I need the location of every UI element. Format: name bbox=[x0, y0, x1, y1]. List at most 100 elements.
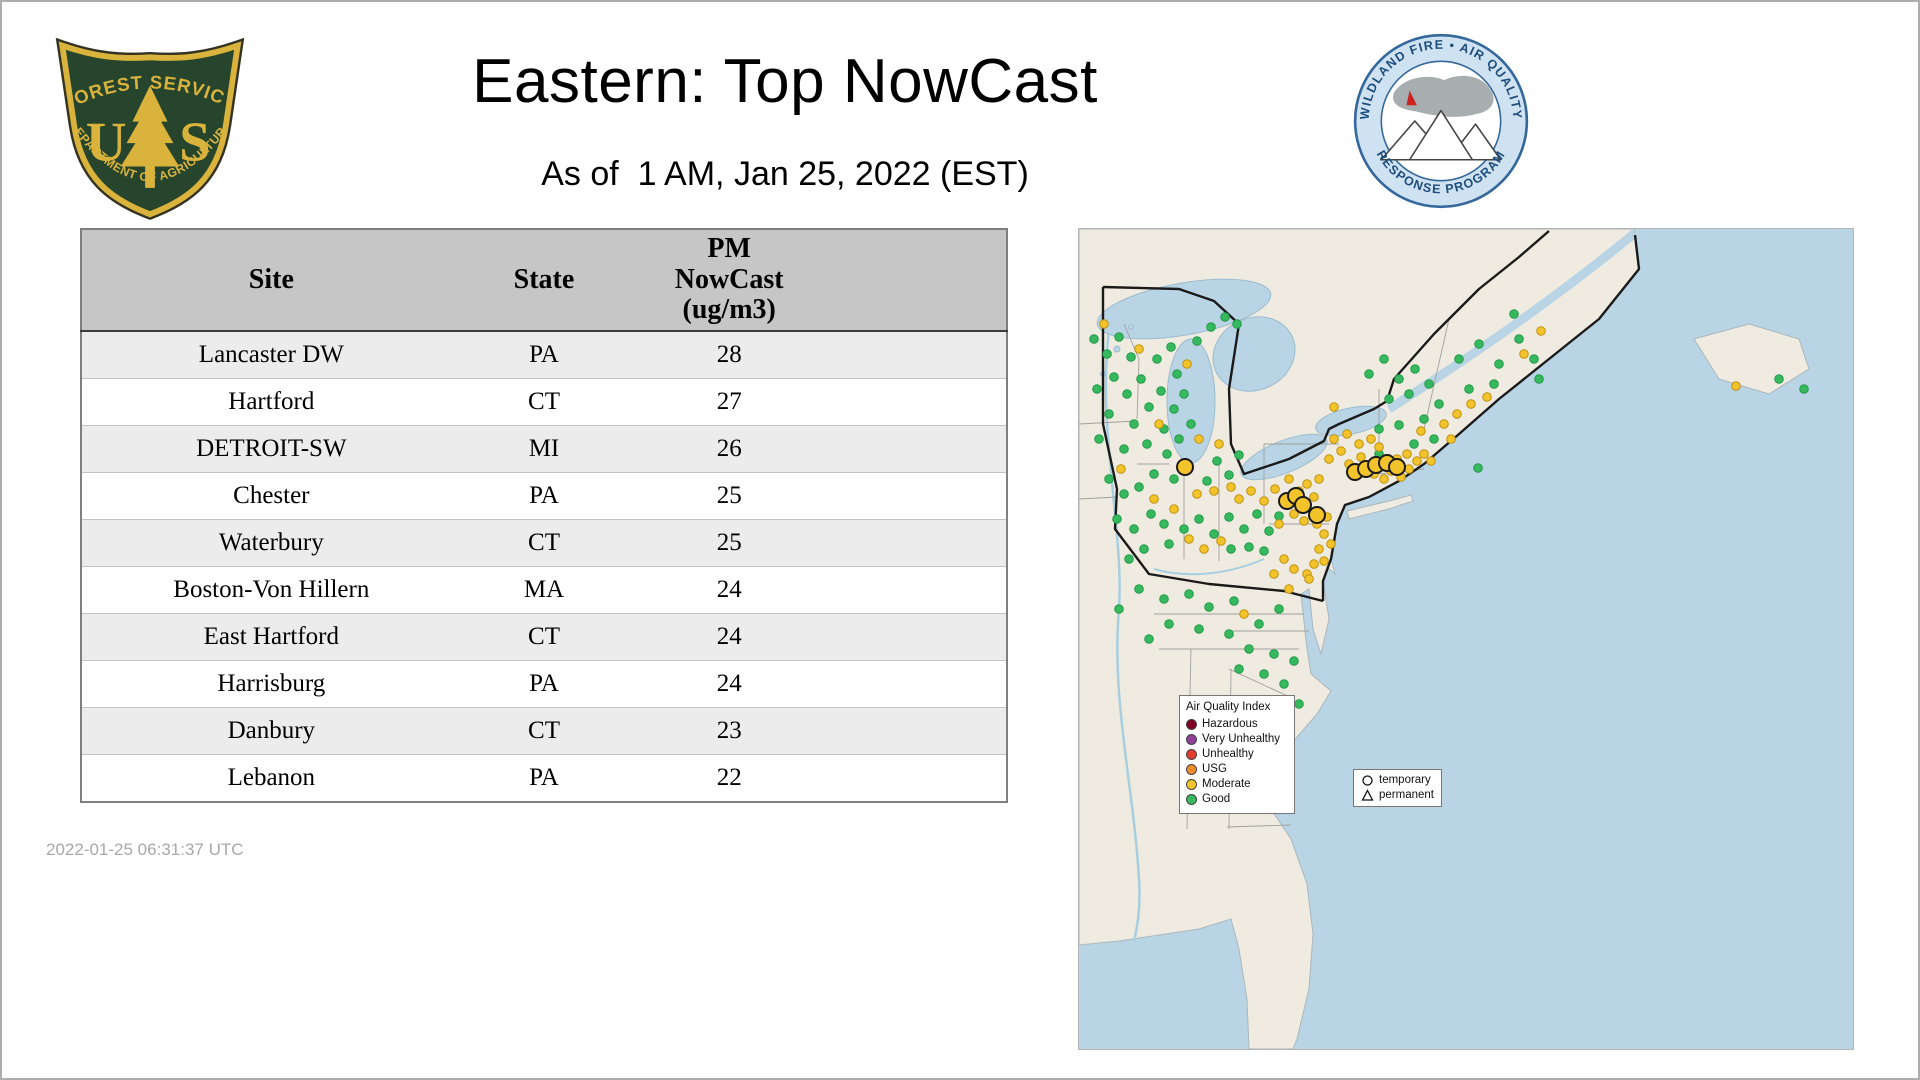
good-monitor-dot bbox=[1259, 546, 1269, 556]
good-monitor-dot bbox=[1224, 470, 1234, 480]
table-row: Waterbury CT 25 bbox=[81, 519, 1007, 567]
good-monitor-dot bbox=[1174, 434, 1184, 444]
moderate-monitor-dot bbox=[1519, 349, 1529, 359]
moderate-monitor-dot bbox=[1402, 449, 1412, 459]
site-cell: East Hartford bbox=[81, 613, 461, 661]
state-cell: PA bbox=[460, 754, 628, 802]
good-monitor-dot bbox=[1162, 449, 1172, 459]
moderate-monitor-dot bbox=[1416, 426, 1426, 436]
column-header-pm-nowcast: PM NowCast (ug/m3) bbox=[627, 229, 832, 332]
good-monitor-dot bbox=[1202, 476, 1212, 486]
good-monitor-dot bbox=[1089, 334, 1099, 344]
pm-cell: 24 bbox=[627, 660, 832, 708]
good-monitor-dot bbox=[1186, 419, 1196, 429]
good-monitor-dot bbox=[1144, 402, 1154, 412]
moderate-monitor-dot bbox=[1099, 319, 1109, 329]
usfs-shield-icon: FOREST SERVICE U S DEPARTMENT OF AGRICUL… bbox=[46, 15, 245, 220]
moderate-monitor-dot bbox=[1314, 544, 1324, 554]
legend-color-dot bbox=[1186, 779, 1197, 790]
good-monitor-dot bbox=[1179, 389, 1189, 399]
moderate-monitor-dot bbox=[1269, 569, 1279, 579]
good-monitor-dot bbox=[1264, 526, 1274, 536]
legend-item-unhealthy: Unhealthy bbox=[1186, 747, 1288, 762]
empty-cell bbox=[831, 566, 1007, 614]
good-monitor-dot bbox=[1209, 529, 1219, 539]
moderate-monitor-dot bbox=[1284, 474, 1294, 484]
moderate-monitor-dot bbox=[1366, 434, 1376, 444]
moderate-monitor-dot bbox=[1379, 474, 1389, 484]
good-monitor-dot bbox=[1252, 509, 1262, 519]
good-monitor-dot bbox=[1104, 409, 1114, 419]
generation-timestamp: 2022-01-25 06:31:37 UTC bbox=[46, 840, 244, 859]
good-monitor-dot bbox=[1234, 450, 1244, 460]
good-monitor-dot bbox=[1129, 419, 1139, 429]
moderate-monitor-dot bbox=[1356, 452, 1366, 462]
good-monitor-dot bbox=[1384, 394, 1394, 404]
lake-ontario bbox=[1315, 405, 1387, 437]
table-row: Lancaster DW PA 28 bbox=[81, 330, 1007, 379]
good-monitor-dot bbox=[1394, 420, 1404, 430]
moderate-monitor-dot bbox=[1289, 564, 1299, 574]
temporary-label: temporary bbox=[1379, 774, 1431, 786]
pm-cell: 25 bbox=[627, 519, 832, 567]
temporary-circle-icon bbox=[1362, 775, 1373, 786]
temporary-monitor-circle bbox=[1176, 458, 1194, 476]
table-row: DETROIT-SW MI 26 bbox=[81, 425, 1007, 473]
site-cell: Hartford bbox=[81, 378, 461, 426]
moderate-monitor-dot bbox=[1404, 464, 1414, 474]
good-monitor-dot bbox=[1419, 414, 1429, 424]
nowcast-table: Site State PM NowCast (ug/m3) Lancaster … bbox=[80, 228, 1008, 803]
good-monitor-dot bbox=[1379, 354, 1389, 364]
site-cell: Danbury bbox=[81, 707, 461, 755]
temporary-monitor-circle bbox=[1294, 496, 1312, 514]
moderate-monitor-dot bbox=[1319, 556, 1329, 566]
good-monitor-dot bbox=[1119, 489, 1129, 499]
good-monitor-dot bbox=[1509, 309, 1519, 319]
good-monitor-dot bbox=[1194, 514, 1204, 524]
marker-type-legend: temporary permanent bbox=[1353, 769, 1442, 807]
moderate-monitor-dot bbox=[1226, 482, 1236, 492]
moderate-monitor-dot bbox=[1452, 409, 1462, 419]
good-monitor-dot bbox=[1224, 629, 1234, 639]
good-monitor-dot bbox=[1164, 539, 1174, 549]
moderate-monitor-dot bbox=[1184, 534, 1194, 544]
empty-cell bbox=[831, 754, 1007, 802]
pm-cell: 24 bbox=[627, 566, 832, 614]
good-monitor-dot bbox=[1404, 389, 1414, 399]
table-row: Danbury CT 23 bbox=[81, 707, 1007, 755]
usfs-letter-u: U bbox=[86, 112, 127, 174]
good-monitor-dot bbox=[1274, 511, 1284, 521]
nowcast-table-container: Site State PM NowCast (ug/m3) Lancaster … bbox=[80, 228, 1008, 803]
legend-label: Moderate bbox=[1202, 778, 1251, 790]
temporary-monitor-circle bbox=[1308, 506, 1326, 524]
legend-item-usg: USG bbox=[1186, 762, 1288, 777]
moderate-monitor-dot bbox=[1116, 464, 1126, 474]
temporary-monitors-layer bbox=[1176, 454, 1406, 524]
good-monitor-dot bbox=[1799, 384, 1809, 394]
moderate-monitor-dot bbox=[1199, 544, 1209, 554]
long-island bbox=[1346, 494, 1414, 520]
good-monitor-dot bbox=[1244, 542, 1254, 552]
good-monitor-dot bbox=[1259, 669, 1269, 679]
moderate-monitor-dot bbox=[1149, 494, 1159, 504]
site-cell: Chester bbox=[81, 472, 461, 520]
state-cell: CT bbox=[460, 519, 628, 567]
pine-tree-icon bbox=[120, 85, 180, 188]
moderate-monitor-dot bbox=[1466, 399, 1476, 409]
moderate-monitor-dot bbox=[1239, 609, 1249, 619]
mountains-icon bbox=[1380, 109, 1502, 161]
moderate-monitor-dot bbox=[1209, 486, 1219, 496]
table-row: Harrisburg PA 24 bbox=[81, 660, 1007, 708]
good-monitor-dot bbox=[1529, 354, 1539, 364]
moderate-monitor-dot bbox=[1270, 484, 1280, 494]
good-monitor-dot bbox=[1184, 589, 1194, 599]
moderate-monitor-dot bbox=[1304, 574, 1314, 584]
moderate-monitor-dot bbox=[1309, 559, 1319, 569]
pm-cell: 22 bbox=[627, 754, 832, 802]
legend-item-hazardous: Hazardous bbox=[1186, 717, 1288, 732]
good-monitor-dot bbox=[1114, 604, 1124, 614]
table-row: Chester PA 25 bbox=[81, 472, 1007, 520]
moderate-monitor-dot bbox=[1439, 419, 1449, 429]
moderate-monitor-dot bbox=[1326, 539, 1336, 549]
site-cell: Waterbury bbox=[81, 519, 461, 567]
